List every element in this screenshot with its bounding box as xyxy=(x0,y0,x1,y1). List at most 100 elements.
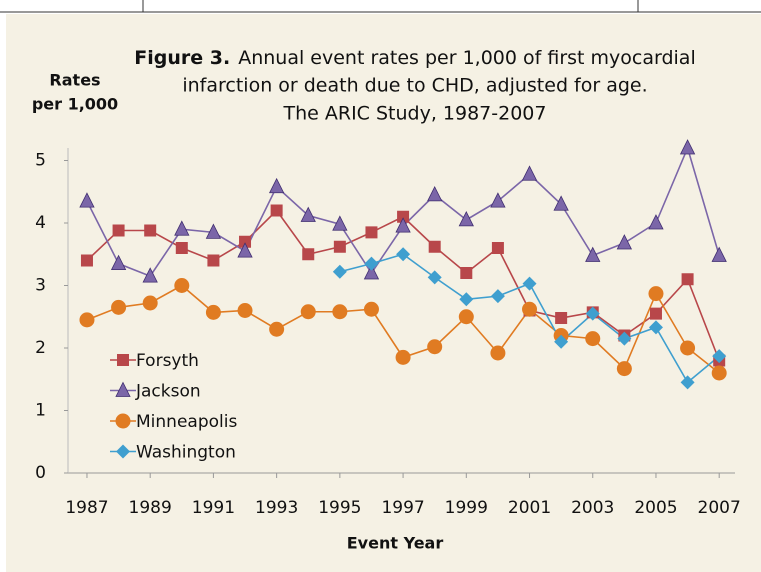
marker xyxy=(553,195,569,211)
marker xyxy=(364,256,379,271)
y-tick-label: 5 xyxy=(35,151,46,171)
marker xyxy=(459,292,474,307)
marker xyxy=(458,309,474,325)
marker xyxy=(142,267,158,283)
x-tick-label: 1989 xyxy=(129,498,172,518)
marker xyxy=(332,264,347,279)
chart-background xyxy=(6,14,761,572)
marker xyxy=(585,331,601,347)
chart-title-line: Figure 3. Annual event rates per 1,000 of… xyxy=(134,47,695,69)
marker xyxy=(490,192,506,208)
marker xyxy=(174,278,190,293)
marker xyxy=(112,224,125,237)
marker xyxy=(205,304,221,320)
x-tick-label: 2003 xyxy=(571,498,614,518)
marker xyxy=(300,206,316,222)
y-tick-label: 0 xyxy=(35,463,46,483)
marker xyxy=(332,304,348,320)
x-axis-label: Event Year xyxy=(347,534,444,553)
marker xyxy=(142,295,158,311)
marker xyxy=(681,273,694,286)
legend-marker xyxy=(116,444,130,459)
x-tick-label: 1991 xyxy=(192,498,235,518)
marker xyxy=(427,185,443,202)
title-text: Annual event rates per 1,000 of first my… xyxy=(238,47,696,69)
legend-marker xyxy=(117,354,129,366)
y-axis-label: per 1,000 xyxy=(32,95,118,114)
marker xyxy=(79,192,95,208)
marker xyxy=(270,204,283,217)
marker xyxy=(269,321,285,337)
marker xyxy=(395,217,411,233)
x-tick-label: 2007 xyxy=(698,498,741,518)
marker xyxy=(80,254,93,267)
marker xyxy=(680,340,696,356)
marker xyxy=(110,254,127,271)
y-tick-label: 4 xyxy=(35,213,46,233)
marker xyxy=(395,349,411,365)
legend-label: Minneapolis xyxy=(136,412,237,432)
marker xyxy=(332,215,348,231)
legend-label: Forsyth xyxy=(136,351,199,371)
marker xyxy=(616,234,633,250)
marker xyxy=(648,320,663,335)
y-tick-label: 1 xyxy=(35,401,46,421)
marker xyxy=(397,210,410,223)
marker xyxy=(490,345,506,361)
legend: Forsyth Jackson Minneapolis Washington xyxy=(110,351,237,463)
marker xyxy=(712,349,727,364)
marker xyxy=(555,312,568,324)
chart-title-line: infarction or death due to CHD, adjusted… xyxy=(182,75,647,97)
legend-marker xyxy=(115,381,131,397)
y-tick-label: 2 xyxy=(35,338,46,358)
marker xyxy=(268,177,285,194)
marker xyxy=(554,334,569,349)
marker xyxy=(174,220,190,236)
marker xyxy=(711,246,727,262)
marker xyxy=(521,165,538,181)
marker xyxy=(428,240,441,253)
marker xyxy=(365,226,378,239)
marker xyxy=(491,242,504,254)
marker xyxy=(207,254,220,267)
marker xyxy=(300,304,316,320)
marker xyxy=(302,248,315,261)
y-axis-label: Rates xyxy=(49,71,100,90)
marker xyxy=(79,312,95,328)
legend-marker xyxy=(115,413,131,429)
marker xyxy=(363,301,379,317)
marker xyxy=(522,276,537,291)
x-tick-label: 1995 xyxy=(318,498,361,518)
marker xyxy=(144,224,157,237)
x-tick-label: 1999 xyxy=(445,498,488,518)
legend-label: Jackson xyxy=(135,382,201,402)
y-tick-label: 3 xyxy=(35,276,46,296)
marker xyxy=(649,307,662,320)
marker xyxy=(680,375,695,390)
marker xyxy=(616,361,632,377)
x-tick-label: 2001 xyxy=(508,498,551,518)
title-prefix: Figure 3. xyxy=(134,47,230,69)
marker xyxy=(111,299,127,315)
marker xyxy=(205,223,222,239)
marker xyxy=(522,301,538,317)
x-tick-label: 1987 xyxy=(65,498,108,518)
marker xyxy=(585,306,600,321)
marker xyxy=(648,286,664,302)
marker xyxy=(648,214,664,230)
marker xyxy=(237,242,253,258)
x-tick-label: 1997 xyxy=(381,498,424,518)
marker xyxy=(585,246,601,262)
x-tick-label: 1993 xyxy=(255,498,298,518)
marker xyxy=(460,267,473,279)
marker xyxy=(363,264,380,280)
marker xyxy=(617,331,632,346)
marker xyxy=(711,365,727,381)
marker xyxy=(396,247,411,262)
marker xyxy=(239,235,252,248)
marker xyxy=(458,210,474,227)
marker xyxy=(427,270,442,285)
x-tick-label: 2005 xyxy=(634,498,677,518)
marker xyxy=(427,339,443,355)
